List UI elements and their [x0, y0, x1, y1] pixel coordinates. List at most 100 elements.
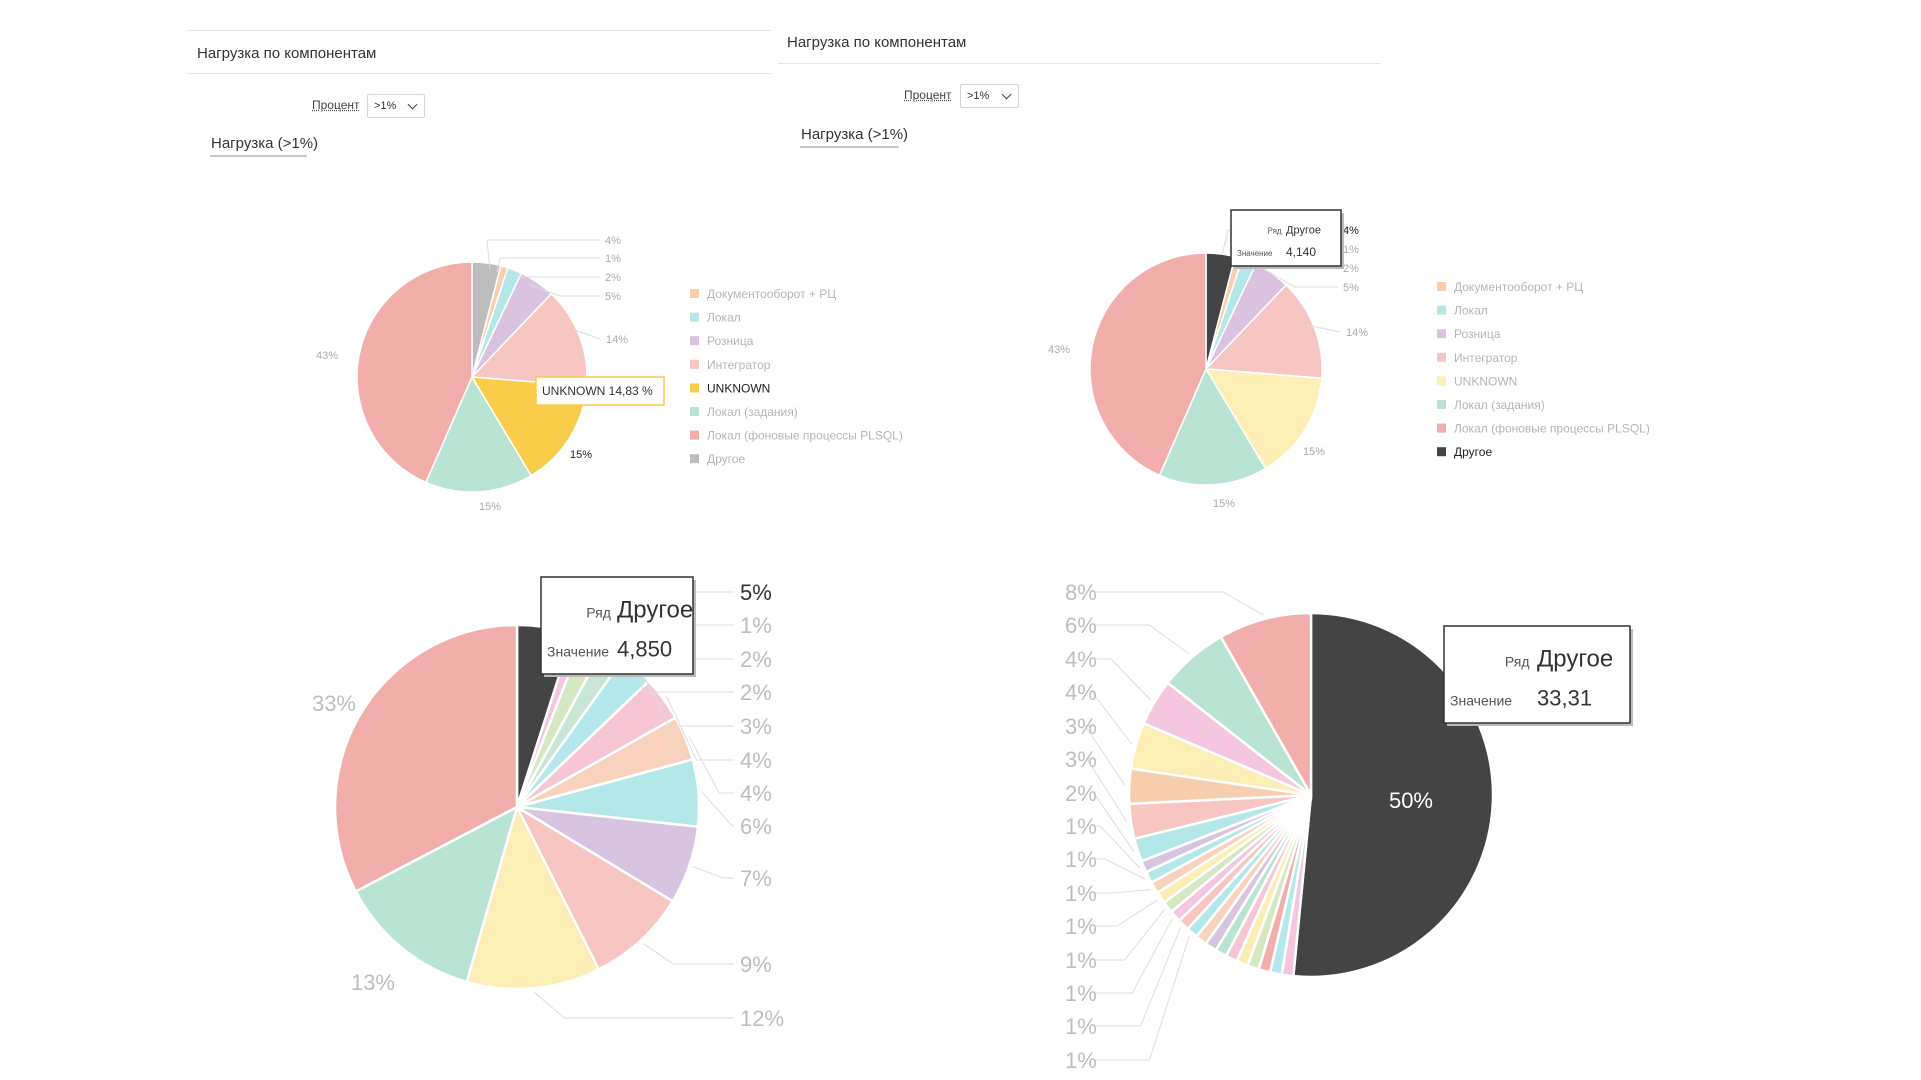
- legend: Документооборот + РЦ Локал Розница Интеграт…: [1437, 280, 1650, 459]
- slice-data-label: 43%: [1048, 344, 1070, 356]
- slice-data-label: 2%: [740, 647, 772, 672]
- label-leader-line: [1095, 658, 1152, 701]
- slice-data-label: 1%: [740, 613, 772, 638]
- slice-data-label: 8%: [1065, 580, 1097, 605]
- pie-slice[interactable]: [513, 803, 675, 972]
- slice-data-label: 1%: [1065, 814, 1097, 839]
- panel-right: Нагрузка по компонентам Процент >1% Нагр…: [778, 20, 1381, 150]
- slice-data-label: 4%: [1343, 225, 1359, 237]
- tooltip-series-caption: Ряд: [1268, 227, 1282, 236]
- legend-swatch: [1437, 329, 1446, 339]
- label-leader-line: [529, 284, 600, 297]
- legend-item[interactable]: Розница: [1437, 327, 1501, 341]
- legend-swatch: [690, 430, 699, 440]
- pie-slice[interactable]: [1089, 252, 1207, 477]
- legend-label: Локал (задания): [1454, 398, 1545, 412]
- legend-item[interactable]: Локал (фоновые процессы PLSQL): [690, 429, 903, 443]
- legend-item[interactable]: Локал: [690, 311, 741, 325]
- slice-data-label: 1%: [1343, 244, 1359, 256]
- slice-data-label: 15%: [479, 501, 501, 513]
- pie-slice[interactable]: [1291, 611, 1495, 979]
- legend-swatch: [690, 407, 699, 416]
- label-leader-line: [688, 736, 734, 794]
- legend-swatch: [690, 454, 699, 464]
- slice-data-label: 4%: [740, 781, 772, 806]
- legend-item[interactable]: Документооборот + РЦ: [1437, 280, 1583, 294]
- tooltip-series-caption: Ряд: [586, 605, 611, 621]
- legend-item[interactable]: Другое: [690, 452, 745, 466]
- pie-slice[interactable]: [1219, 611, 1313, 800]
- legend-item[interactable]: Локал (задания): [1437, 398, 1545, 412]
- slice-data-label: 1%: [1065, 948, 1097, 973]
- pie-slice[interactable]: [354, 804, 520, 984]
- slice-data-label: 15%: [570, 449, 592, 461]
- tooltip-box: [535, 376, 665, 406]
- pie-slice[interactable]: [1204, 283, 1323, 379]
- legend-item[interactable]: Другое: [1437, 445, 1492, 459]
- legend-swatch: [1437, 352, 1446, 362]
- percent-select[interactable]: >1%: [960, 84, 1019, 108]
- label-leader-line: [1095, 927, 1182, 1027]
- label-leader-line: [486, 239, 600, 271]
- slice-data-label: 43%: [316, 350, 338, 362]
- legend-item[interactable]: Локал (задания): [690, 405, 798, 419]
- legend-item[interactable]: UNKNOWN: [1437, 374, 1517, 388]
- legend-label: Документооборот + РЦ: [1454, 280, 1583, 294]
- panel-left: Нагрузка по компонентам Процент >1% Нагр…: [187, 30, 771, 160]
- label-leader-line: [1086, 758, 1128, 823]
- slice-data-label: 1%: [1065, 1014, 1097, 1039]
- pie-chart-3: 13% 33% 5% 1% 2% 2% 3% 4% 4% 6% 7% 9% 12% Ряд Другое Зн…: [312, 576, 784, 1031]
- label-leader-line: [1090, 691, 1133, 745]
- legend-item[interactable]: Документооборот + РЦ: [690, 287, 836, 301]
- pie-slice[interactable]: [1158, 367, 1267, 486]
- legend-item[interactable]: Розница: [690, 334, 754, 348]
- legend-swatch: [1437, 447, 1446, 457]
- legend-label: Локал (фоновые процессы PLSQL): [1454, 422, 1650, 436]
- slice-data-label: 6%: [740, 814, 772, 839]
- legend-item[interactable]: Интегратор: [1437, 351, 1518, 365]
- slice-data-label: 14%: [1346, 327, 1368, 339]
- chart-tab-title[interactable]: Нагрузка (>1%): [211, 135, 319, 152]
- tooltip-box: [540, 576, 694, 675]
- pie-slice[interactable]: [424, 375, 533, 493]
- slice-data-label: 4%: [605, 235, 621, 247]
- label-leader-line: [1306, 324, 1341, 333]
- slice-data-label: 5%: [1343, 282, 1359, 294]
- chart-tab-underline: [210, 155, 307, 157]
- pie-slice[interactable]: [465, 803, 601, 991]
- chart-tooltip: Ряд Другое Значение 33,31: [1443, 625, 1633, 726]
- slice-data-label: 2%: [1343, 263, 1359, 275]
- legend-item[interactable]: UNKNOWN: [690, 381, 770, 395]
- legend-swatch: [690, 383, 699, 393]
- slice-data-label: 1%: [605, 253, 621, 265]
- tooltip-value-caption: Значение: [547, 644, 609, 660]
- percent-select[interactable]: >1%: [367, 94, 425, 118]
- slice-data-label: 1%: [1065, 847, 1097, 872]
- tooltip-box: [1443, 625, 1631, 724]
- legend-item[interactable]: Локал (фоновые процессы PLSQL): [1437, 422, 1650, 436]
- panel-title: Нагрузка по компонентам: [197, 45, 377, 62]
- slice-data-label: 3%: [1065, 747, 1097, 772]
- percent-select-value: >1%: [967, 90, 990, 102]
- chart-tab-title[interactable]: Нагрузка (>1%): [801, 126, 909, 143]
- slice-data-label: 4%: [740, 748, 772, 773]
- slice-data-label: 50%: [1389, 788, 1433, 813]
- tooltip-value-caption: Значение: [1237, 249, 1273, 258]
- pie-slice[interactable]: [1204, 368, 1323, 470]
- legend-item[interactable]: Локал: [1437, 304, 1488, 318]
- slice-data-label: 9%: [740, 952, 772, 977]
- pie-slice[interactable]: [356, 261, 473, 484]
- slice-data-label: 4%: [1065, 647, 1097, 672]
- slice-data-label: 5%: [605, 291, 621, 303]
- legend-swatch: [1437, 376, 1446, 386]
- pie-slice[interactable]: [333, 623, 519, 894]
- slice-data-label: 1%: [1065, 914, 1097, 939]
- label-leader-line: [702, 792, 734, 827]
- legend-item[interactable]: Интегратор: [690, 358, 771, 372]
- slice-data-label: 13%: [351, 970, 395, 995]
- slice-data-label: 4%: [1065, 680, 1097, 705]
- tooltip-value: 4,850: [617, 637, 672, 662]
- slice-data-label: 2%: [605, 272, 621, 284]
- panel-header: [778, 20, 1381, 64]
- percent-label: Процент: [904, 88, 952, 102]
